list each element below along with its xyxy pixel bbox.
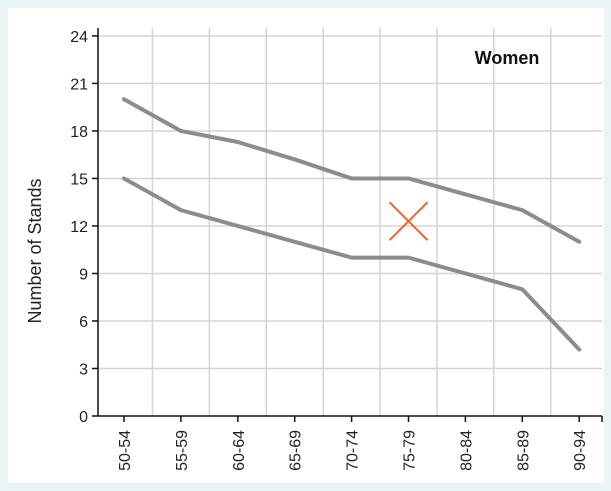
x-tick-label: 50-54 bbox=[117, 430, 134, 471]
line-chart: 0 3 6 9 12 15 18 21 24 50-54 55-59 60-64 65-69 70-74 7… bbox=[25, 28, 603, 471]
x-tick-label: 75-79 bbox=[402, 430, 419, 471]
chart-annotation: Women bbox=[475, 48, 540, 68]
y-tick-label: 9 bbox=[79, 266, 88, 283]
y-tick-label: 18 bbox=[70, 124, 88, 141]
y-axis-title: Number of Stands bbox=[25, 178, 45, 323]
x-tick-label: 60-64 bbox=[231, 430, 248, 471]
x-tick-label: 80-84 bbox=[458, 430, 475, 471]
y-tick-label: 12 bbox=[70, 219, 88, 236]
y-tick-label: 3 bbox=[79, 361, 88, 378]
x-marker-stroke bbox=[388, 201, 429, 241]
x-marker bbox=[388, 201, 429, 241]
y-tick-label: 0 bbox=[79, 409, 88, 426]
x-tick-label: 70-74 bbox=[345, 430, 362, 471]
y-tick-label: 6 bbox=[79, 314, 88, 331]
x-tick-label: 65-69 bbox=[288, 430, 305, 471]
y-tick-label: 24 bbox=[70, 29, 88, 46]
y-tick-label: 21 bbox=[70, 76, 88, 93]
x-tick-label: 85-89 bbox=[515, 430, 532, 471]
series-line-1 bbox=[122, 97, 582, 244]
series-line-2 bbox=[122, 176, 582, 352]
x-tick-label: 55-59 bbox=[174, 430, 191, 471]
x-tick-label: 90-94 bbox=[572, 430, 589, 471]
y-tick-label: 15 bbox=[70, 171, 88, 188]
chart-panel: 0 3 6 9 12 15 18 21 24 50-54 55-59 60-64 65-69 70-74 7… bbox=[8, 8, 604, 483]
